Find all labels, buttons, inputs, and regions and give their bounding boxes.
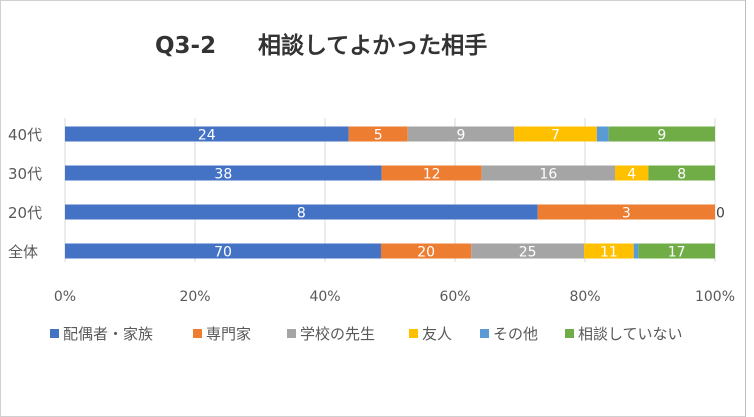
legend-label: 配偶者・家族 [63,325,153,343]
bar-segment [65,204,538,220]
legend-label: 友人 [422,325,452,343]
bar-segment [633,243,639,259]
bar-segment [648,165,715,181]
bar-segment [615,165,649,181]
x-tick-label: 0% [54,289,76,305]
bar-segment [481,165,615,181]
category-label: 30代 [8,165,42,183]
legend-label: その他 [493,325,538,343]
bar-segment [471,243,585,259]
bar-segment [537,204,715,220]
data-label: 11 [600,245,618,261]
legend-swatch [565,329,574,338]
bar-segment [65,126,349,142]
legend-label: 専門家 [206,325,251,343]
bar-segment [65,243,381,259]
legend-swatch [287,329,296,338]
legend-swatch [50,329,59,338]
bar-segment [584,243,634,259]
bar-segment [407,126,515,142]
x-tick-label: 100% [695,289,735,305]
chart-title: 相談してよかった相手 [258,32,487,59]
bar-segment [596,126,609,142]
data-label: 12 [423,167,441,183]
x-tick-label: 80% [569,289,600,305]
data-label: 7 [551,128,560,144]
legend-label: 学校の先生 [300,325,375,343]
legend-label: 相談していない [578,325,683,343]
data-label: 5 [374,128,383,144]
data-label: 16 [539,167,557,183]
data-label: 17 [668,245,686,261]
chart-title-prefix: Q3-2 [155,33,216,59]
data-label: 9 [456,128,465,144]
category-label: 40代 [8,126,42,144]
data-label: 20 [417,245,435,261]
bar-segment [514,126,597,142]
data-label: 8 [297,206,306,222]
data-label: 38 [214,167,232,183]
legend-swatch [409,329,418,338]
legend-swatch [193,329,202,338]
x-tick-label: 40% [309,289,340,305]
bar-segment [638,243,715,259]
bar-segment [380,243,472,259]
category-label: 20代 [8,204,42,222]
data-label: 8 [677,167,686,183]
window-edge [745,0,754,417]
bar-segment [608,126,715,142]
x-tick-label: 60% [439,289,470,305]
bar-segment [348,126,408,142]
data-label: 9 [657,128,666,144]
x-tick-label: 20% [179,289,210,305]
data-label: 4 [627,167,636,183]
data-label: 70 [214,245,232,261]
legend-swatch [480,329,489,338]
bar-segment [381,165,482,181]
data-label: 25 [519,245,537,261]
bar-segment [65,165,382,181]
data-label: 24 [198,128,216,144]
data-label: 0 [716,206,725,222]
data-label: 3 [622,206,631,222]
category-label: 全体 [8,243,38,261]
